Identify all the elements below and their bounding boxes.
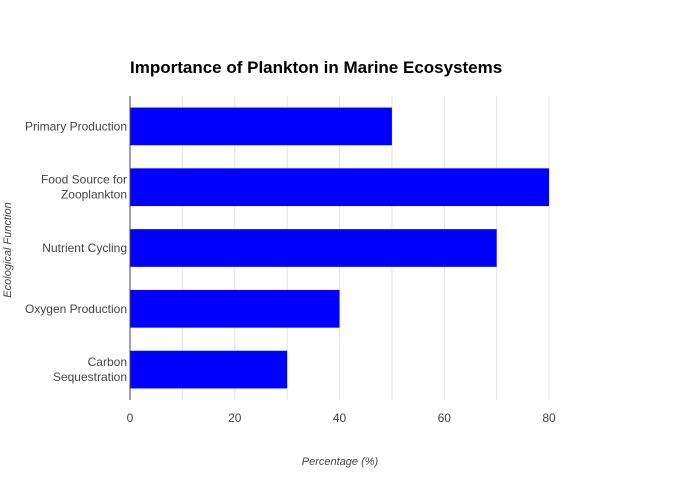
bar <box>130 289 340 328</box>
x-tick-label: 20 <box>228 411 242 425</box>
y-tick-label: Oxygen Production <box>25 302 127 316</box>
x-axis-title: Percentage (%) <box>302 456 379 468</box>
bars <box>130 107 550 389</box>
y-tick-labels: Primary Production Food Source for Zooplan… <box>25 119 127 384</box>
x-tick-label: 60 <box>438 411 452 425</box>
x-tick-label: 40 <box>333 411 347 425</box>
y-tick-label: Carbon Sequestration <box>53 355 127 384</box>
x-tick-label: 0 <box>127 411 134 425</box>
bar <box>130 168 550 207</box>
y-tick-label: Primary Production <box>25 119 127 133</box>
y-tick-label: Nutrient Cycling <box>42 241 127 255</box>
bar <box>130 229 497 267</box>
y-tick-label: Food Source for Zooplankton <box>41 173 127 202</box>
bar <box>130 350 288 389</box>
y-axis-title: Ecological Function <box>2 202 14 297</box>
x-tick-label: 80 <box>542 411 556 425</box>
x-tick-labels: 0 20 40 60 80 <box>127 411 556 425</box>
chart-title: Importance of Plankton in Marine Ecosyst… <box>130 58 502 77</box>
bar <box>130 107 392 146</box>
